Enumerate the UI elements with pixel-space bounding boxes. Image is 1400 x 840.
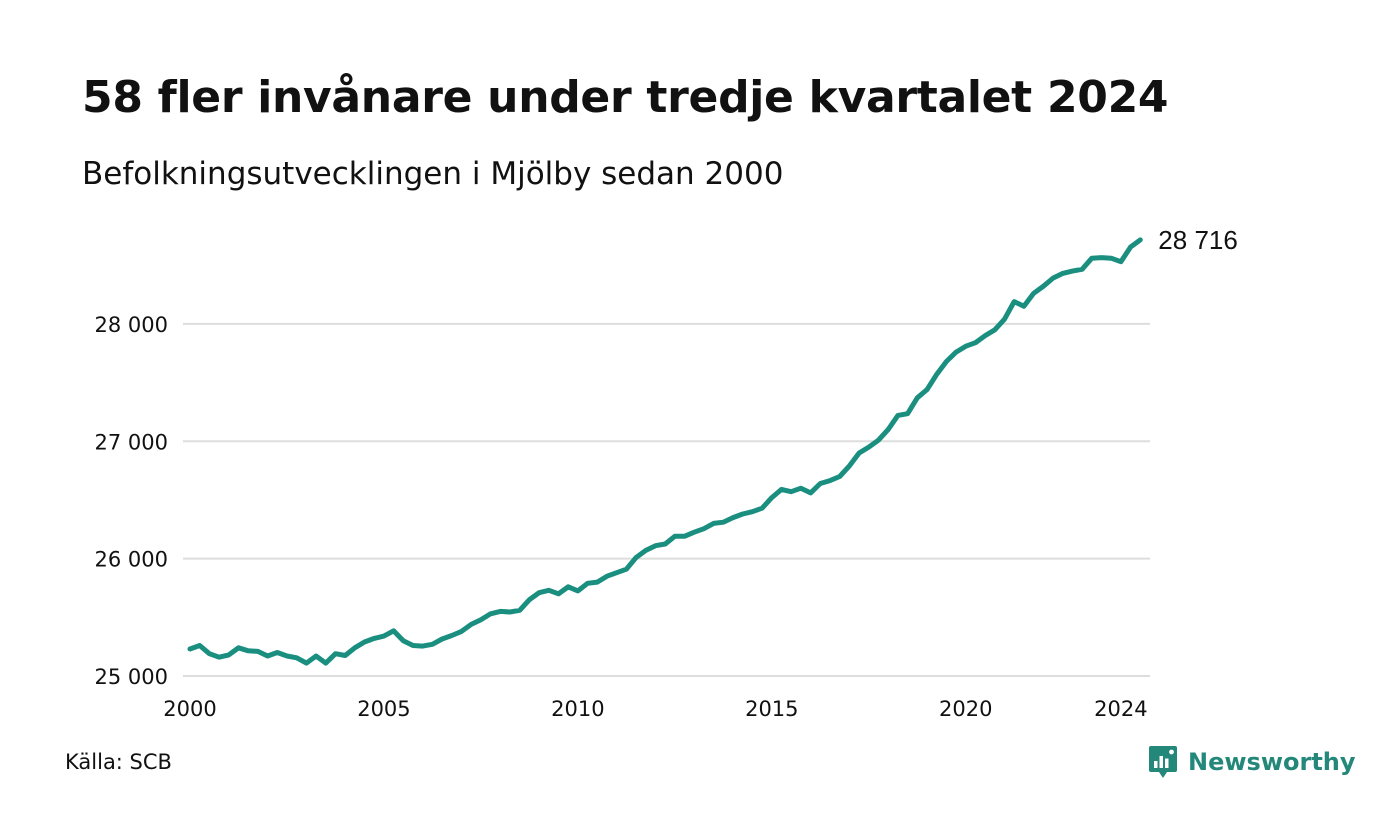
y-tick-label: 28 000 [95,313,168,337]
series-line [187,237,1143,666]
newsworthy-logo-icon [1149,746,1177,778]
brand-logo: Newsworthy [1148,744,1356,780]
brand-name: Newsworthy [1188,748,1356,776]
y-tick-label: 27 000 [95,430,168,454]
x-tick-label: 2000 [163,697,216,721]
x-axis-tick-labels: 2000 2005 2010 2015 2020 2024 [163,697,1147,721]
x-tick-label: 2005 [357,697,410,721]
x-tick-label: 2024 [1094,697,1147,721]
x-tick-label: 2020 [939,697,992,721]
chart-title: 58 fler invånare under tredje kvartalet … [82,72,1169,123]
x-tick-label: 2015 [745,697,798,721]
gridlines [183,322,1150,677]
x-tick-label: 2010 [551,697,604,721]
y-tick-label: 25 000 [95,665,168,689]
source-label: Källa: SCB [65,750,172,774]
series-layer [187,237,1143,666]
y-axis-tick-labels: 25 000 26 000 27 000 28 000 [95,313,168,689]
y-tick-label: 26 000 [95,548,168,572]
chart-subtitle: Befolkningsutvecklingen i Mjölby sedan 2… [82,156,784,192]
end-value-label: 28 716 [1158,225,1238,255]
